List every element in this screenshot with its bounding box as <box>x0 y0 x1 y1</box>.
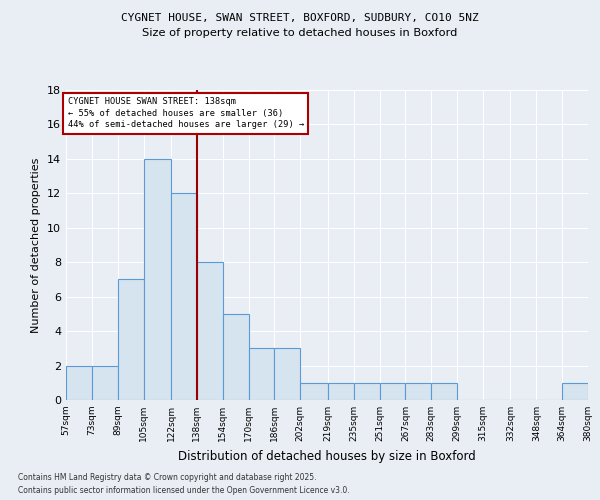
Y-axis label: Number of detached properties: Number of detached properties <box>31 158 41 332</box>
Text: CYGNET HOUSE, SWAN STREET, BOXFORD, SUDBURY, CO10 5NZ: CYGNET HOUSE, SWAN STREET, BOXFORD, SUDB… <box>121 12 479 22</box>
Bar <box>143 159 171 400</box>
Bar <box>248 348 274 400</box>
Bar <box>562 383 588 400</box>
Bar <box>66 366 92 400</box>
Text: Size of property relative to detached houses in Boxford: Size of property relative to detached ho… <box>142 28 458 38</box>
Bar <box>328 383 353 400</box>
Bar <box>301 383 328 400</box>
Text: Contains HM Land Registry data © Crown copyright and database right 2025.: Contains HM Land Registry data © Crown c… <box>18 474 317 482</box>
Bar <box>223 314 248 400</box>
Bar <box>197 262 223 400</box>
Bar <box>171 194 197 400</box>
X-axis label: Distribution of detached houses by size in Boxford: Distribution of detached houses by size … <box>178 450 476 462</box>
Bar <box>274 348 301 400</box>
Bar <box>92 366 118 400</box>
Bar <box>431 383 457 400</box>
Text: CYGNET HOUSE SWAN STREET: 138sqm
← 55% of detached houses are smaller (36)
44% o: CYGNET HOUSE SWAN STREET: 138sqm ← 55% o… <box>68 97 304 130</box>
Bar <box>406 383 431 400</box>
Bar <box>118 280 143 400</box>
Text: Contains public sector information licensed under the Open Government Licence v3: Contains public sector information licen… <box>18 486 350 495</box>
Bar <box>353 383 380 400</box>
Bar <box>380 383 406 400</box>
